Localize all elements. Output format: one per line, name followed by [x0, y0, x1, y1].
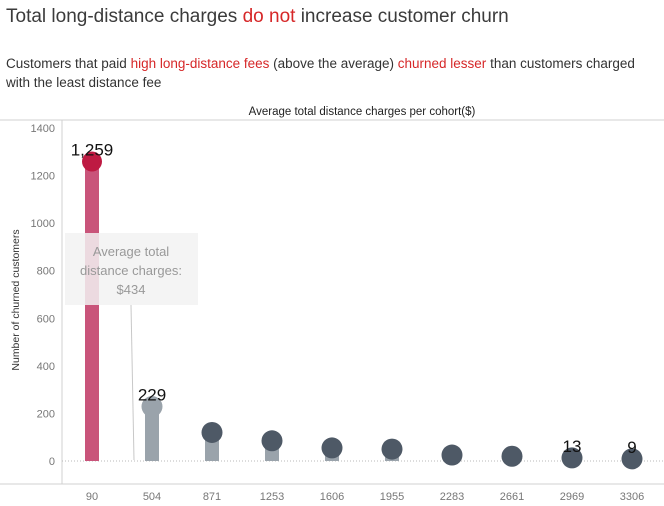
annotation-box [65, 233, 198, 305]
x-tick-labels: 90 504 871 1253 1606 1955 2283 2661 2969 3306 [86, 491, 644, 503]
bar-dot [561, 447, 583, 469]
y-tick-label: 1000 [31, 218, 55, 230]
data-label: 229 [138, 386, 166, 405]
bar-dot [501, 445, 523, 467]
data-label: 1,259 [71, 141, 114, 160]
annotation-leader-line [130, 304, 135, 461]
y-tick-label: 0 [49, 456, 55, 468]
bar [145, 406, 159, 461]
x-tick-label: 871 [203, 491, 221, 503]
x-tick-label: 3306 [620, 491, 644, 503]
subtitle-part-1: Customers that paid [6, 56, 131, 71]
y-tick-label: 600 [37, 313, 55, 325]
y-tick-label: 400 [37, 361, 55, 373]
bar-dot [621, 448, 643, 470]
y-tick-label: 800 [37, 266, 55, 278]
bar-dot [441, 444, 463, 466]
bar-dot [321, 437, 343, 459]
y-axis-label: Number of churned customers [10, 229, 22, 370]
annotation-line-1: Average total [93, 244, 169, 259]
y-tick-label: 200 [37, 408, 55, 420]
annotation-line-3: $434 [117, 282, 146, 297]
subtitle-part-3: than customers charged with the least di… [6, 56, 635, 90]
y-tick-label: 1400 [31, 123, 55, 135]
bar-dot [261, 430, 283, 452]
x-tick-label: 504 [143, 491, 161, 503]
page-title: Total long-distance charges do not incre… [6, 6, 509, 28]
average-annotation: Average total distance charges: $434 [65, 233, 198, 461]
subtitle-part-2: (above the average) [269, 56, 398, 71]
bar [85, 161, 99, 462]
title-part-2: increase customer churn [295, 6, 509, 27]
x-tick-label: 2283 [440, 491, 464, 503]
y-tick-label: 1200 [31, 171, 55, 183]
bar-dot [82, 151, 102, 172]
bars [82, 151, 643, 470]
x-tick-label: 2661 [500, 491, 524, 503]
chart-title: Average total distance charges per cohor… [249, 106, 476, 118]
x-tick-label: 2969 [560, 491, 584, 503]
x-tick-label: 1253 [260, 491, 284, 503]
title-highlight: do not [242, 6, 296, 27]
x-tick-label: 90 [86, 491, 98, 503]
bar-dot [381, 438, 403, 460]
bar-dot [141, 396, 163, 418]
page-subtitle: Customers that paid high long-distance f… [6, 54, 656, 92]
annotation-line-2: distance charges: [80, 263, 182, 278]
x-tick-label: 1955 [380, 491, 404, 503]
y-tick-labels: 0 200 400 600 800 1000 1200 1400 [31, 123, 55, 468]
data-labels: 1,259 229 13 9 [71, 141, 637, 457]
subtitle-highlight-1: high long-distance fees [130, 56, 270, 71]
data-label: 9 [627, 438, 636, 457]
bar-dot [201, 421, 223, 443]
title-part-1: Total long-distance charges [6, 6, 243, 27]
x-tick-label: 1606 [320, 491, 344, 503]
subtitle-highlight-2: churned lesser [397, 56, 487, 71]
data-label: 13 [563, 437, 582, 456]
